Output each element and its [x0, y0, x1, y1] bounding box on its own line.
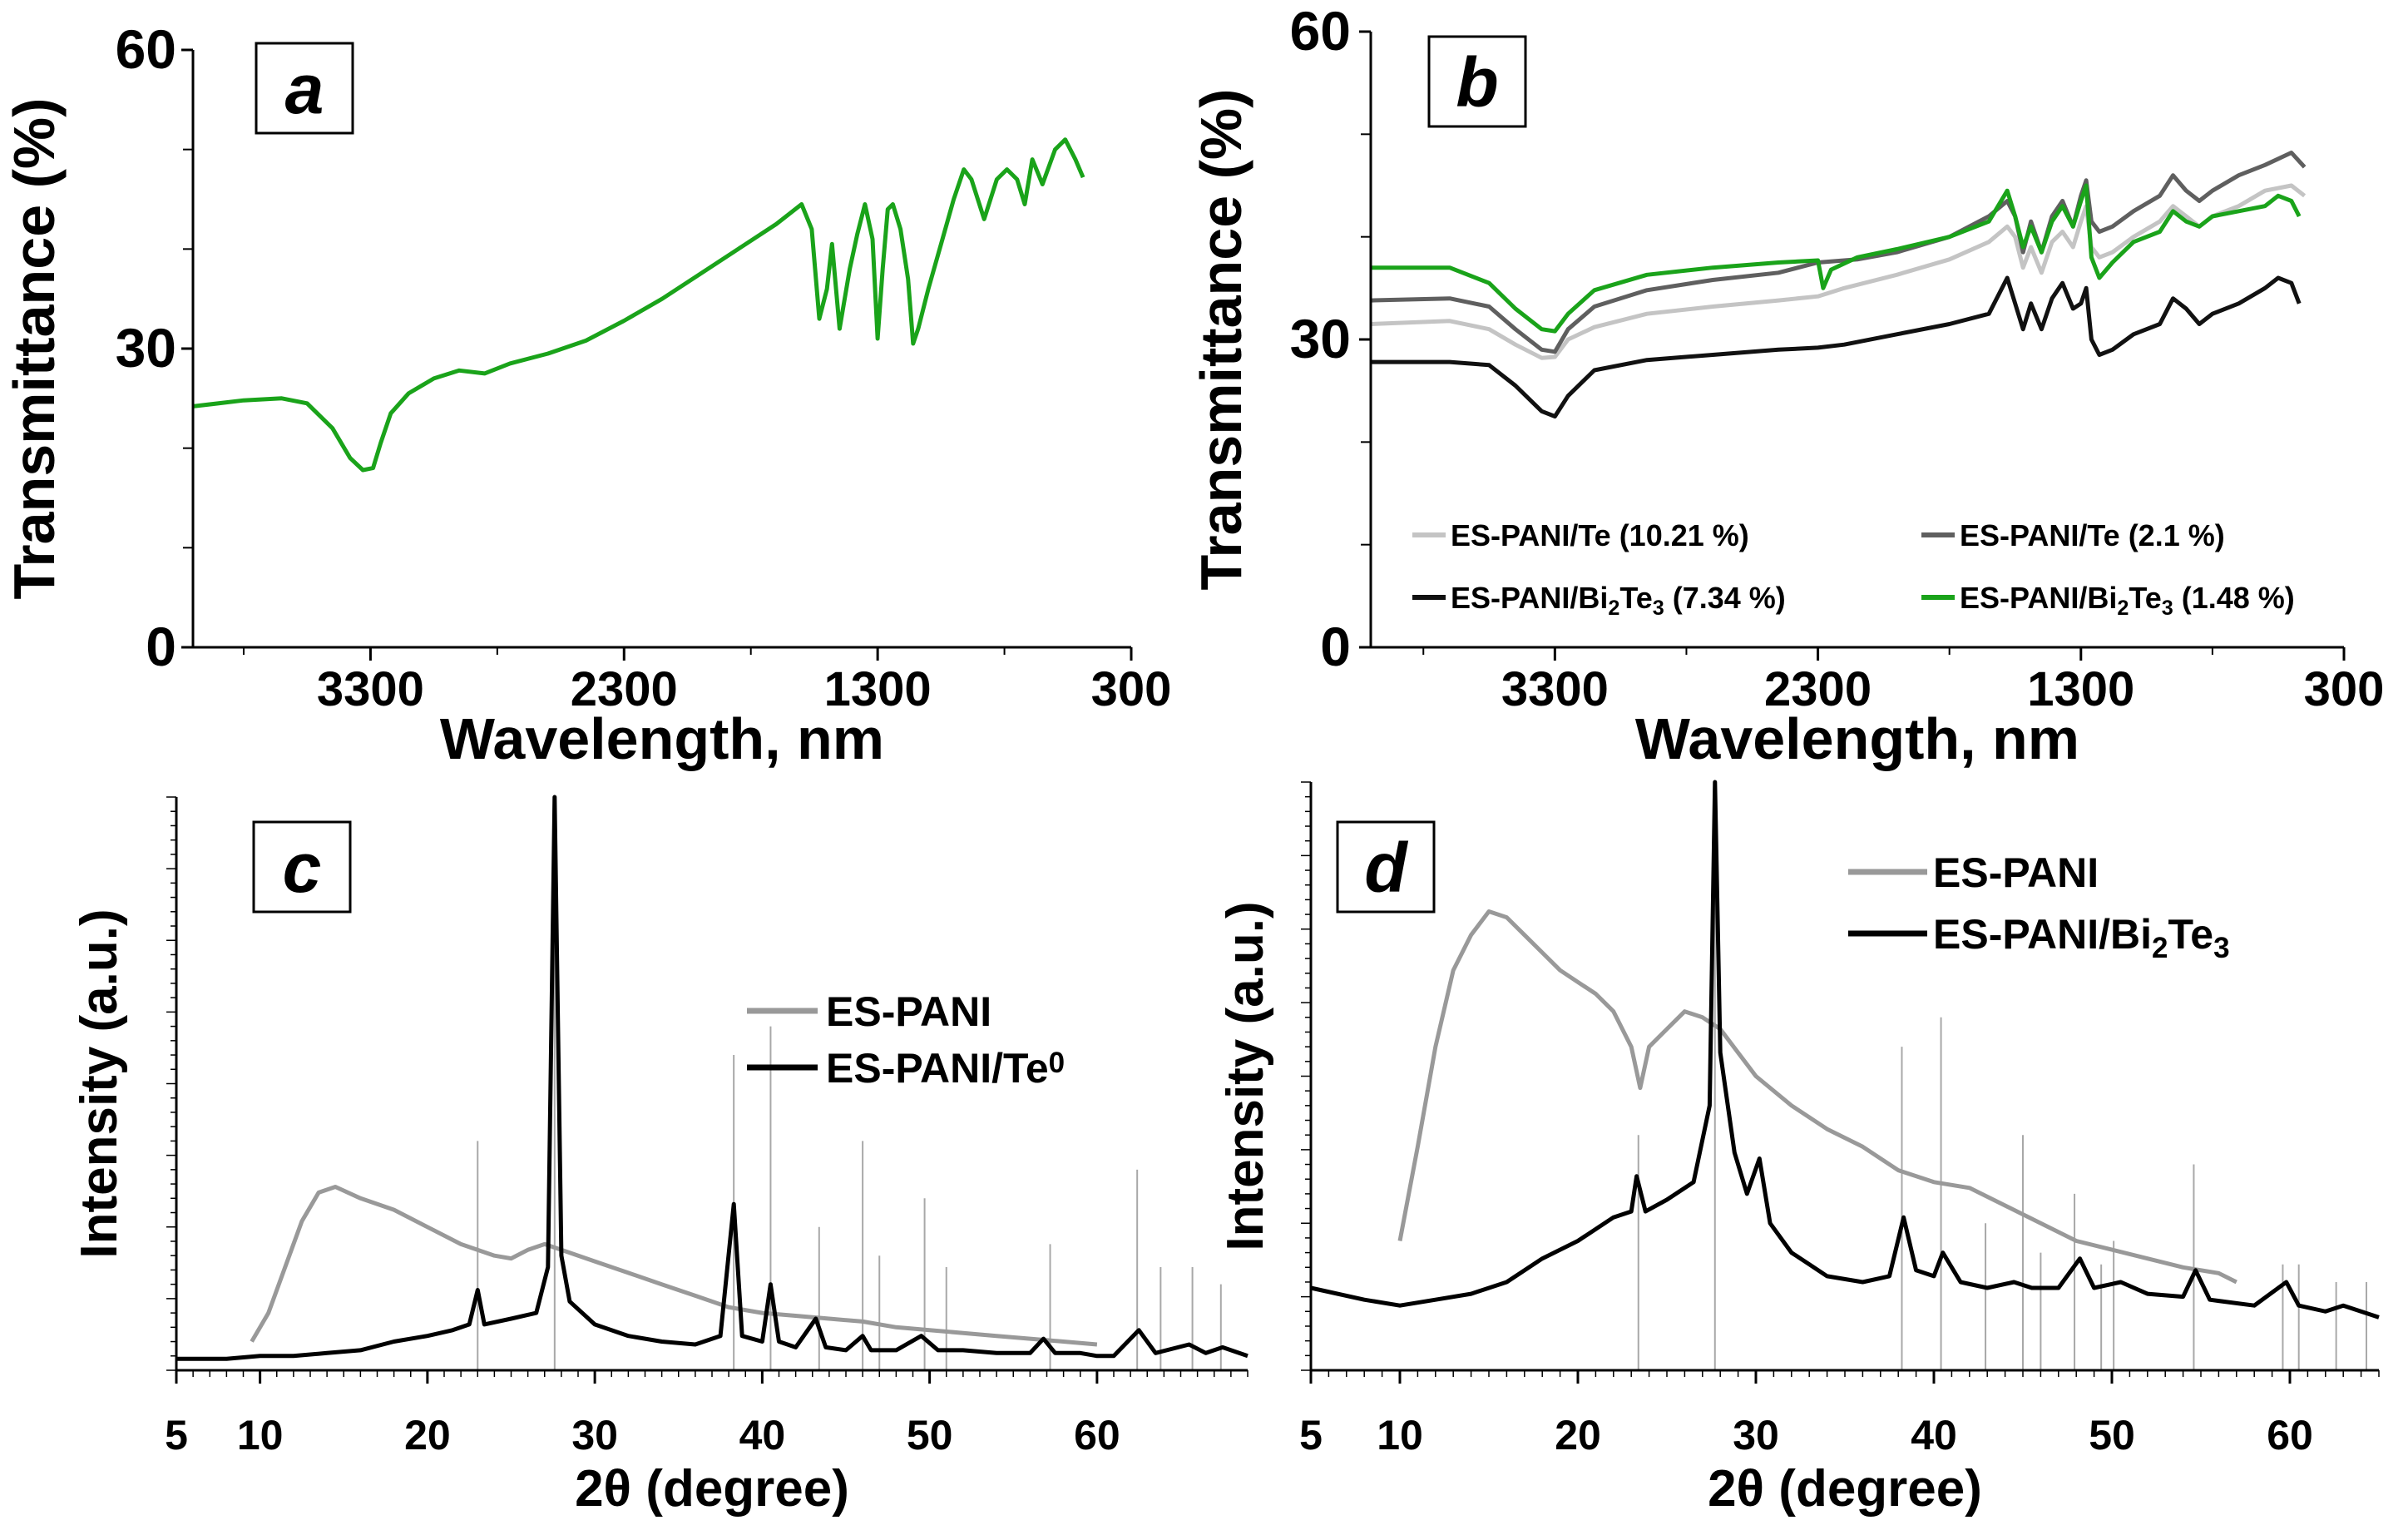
x-axis-title: Wavelength, nm: [440, 706, 884, 771]
x-tick-label: 30: [571, 1412, 618, 1458]
x-tick-label: 5: [165, 1412, 188, 1458]
y-tick-label: 0: [1320, 616, 1351, 677]
series-line-2: [1371, 275, 2302, 418]
x-tick-label: 3300: [317, 662, 424, 716]
series-line-0: [192, 137, 1085, 473]
y-axis-title: Intensity (a.u.): [1217, 901, 1274, 1250]
y-axis-title: Intensity (a.u.): [71, 909, 128, 1258]
x-axis-title: 2θ (degree): [575, 1460, 849, 1518]
x-tick-label: 300: [1091, 662, 1172, 716]
y-tick-label: 30: [1290, 308, 1351, 369]
x-tick-label: 300: [2304, 662, 2385, 716]
legend-label: ES-PANI/Te (2.1 %): [1960, 518, 2225, 552]
legend-label: ES-PANI/Bi2Te3 (1.48 %): [1960, 581, 2295, 620]
legend-label: ES-PANI/Bi2Te3: [1933, 911, 2230, 964]
x-tick-label: 30: [1733, 1412, 1779, 1458]
panel-label-box: [252, 820, 352, 914]
legend-label: ES-PANI/Bi2Te3 (7.34 %): [1451, 581, 1786, 620]
legend-label: ES-PANI/Te0: [826, 1045, 1065, 1092]
y-axis-title: Transmittance (%): [1189, 89, 1253, 591]
panel-label: a: [285, 50, 324, 128]
panel-label-box: [1427, 35, 1527, 128]
panel-label: c: [283, 829, 322, 907]
panel-label: d: [1364, 829, 1408, 907]
panel-b: 3300 2300 1300 300 0 30 60 Wavelength, nm Transm…: [1189, 0, 2384, 771]
x-tick-label: 5: [1299, 1412, 1323, 1458]
x-tick-label: 60: [2267, 1412, 2313, 1458]
legend-label: ES-PANI: [826, 988, 991, 1035]
series-line-0: [1397, 909, 2237, 1285]
panel-label-box: [255, 42, 354, 135]
x-tick-label: 2300: [1764, 662, 1872, 716]
x-tick-label: 1300: [824, 662, 932, 716]
legend-label: ES-PANI/Te (10.21 %): [1451, 518, 1749, 552]
x-axis-title: 2θ (degree): [1708, 1460, 1982, 1518]
x-tick-label: 10: [1377, 1412, 1423, 1458]
y-tick-label: 30: [116, 317, 176, 379]
x-tick-label: 40: [739, 1412, 786, 1458]
panel-d: 5 10 20 30 40 50 60 2θ (degree) Intensity (a.u.)…: [1217, 780, 2380, 1518]
x-tick-label: 3300: [1501, 662, 1609, 716]
y-tick-label: 60: [116, 18, 176, 80]
y-tick-label: 0: [146, 616, 176, 677]
panel-c: 5 10 20 30 40 50 60 2θ (degree) Intensity (a.u.)…: [71, 795, 1249, 1518]
series-line-0: [1370, 183, 2307, 360]
y-axis-title: Transmittance (%): [2, 98, 67, 600]
series-line-1: [1370, 151, 2307, 354]
x-tick-label: 40: [1911, 1412, 1957, 1458]
legend-label: ES-PANI: [1933, 849, 2099, 896]
x-tick-label: 2300: [571, 662, 678, 716]
x-tick-label: 1300: [2027, 662, 2134, 716]
x-tick-label: 50: [907, 1412, 953, 1458]
x-tick-label: 50: [2089, 1412, 2135, 1458]
x-tick-label: 10: [237, 1412, 284, 1458]
x-axis-title: Wavelength, nm: [1635, 706, 2079, 771]
x-tick-label: 20: [1555, 1412, 1601, 1458]
x-tick-label: 20: [404, 1412, 451, 1458]
x-tick-label: 60: [1074, 1412, 1120, 1458]
panel-label-box: [1336, 820, 1436, 914]
series-line-1: [176, 795, 1249, 1361]
y-tick-label: 60: [1290, 0, 1351, 62]
panel-a: 3300 2300 1300 300 0 30 60 Wavelength, nm Transm…: [2, 18, 1171, 771]
series-line-3: [1371, 183, 2302, 334]
panel-label: b: [1456, 43, 1498, 121]
series-line-1: [1310, 780, 2380, 1320]
series-line-0: [250, 1185, 1098, 1347]
